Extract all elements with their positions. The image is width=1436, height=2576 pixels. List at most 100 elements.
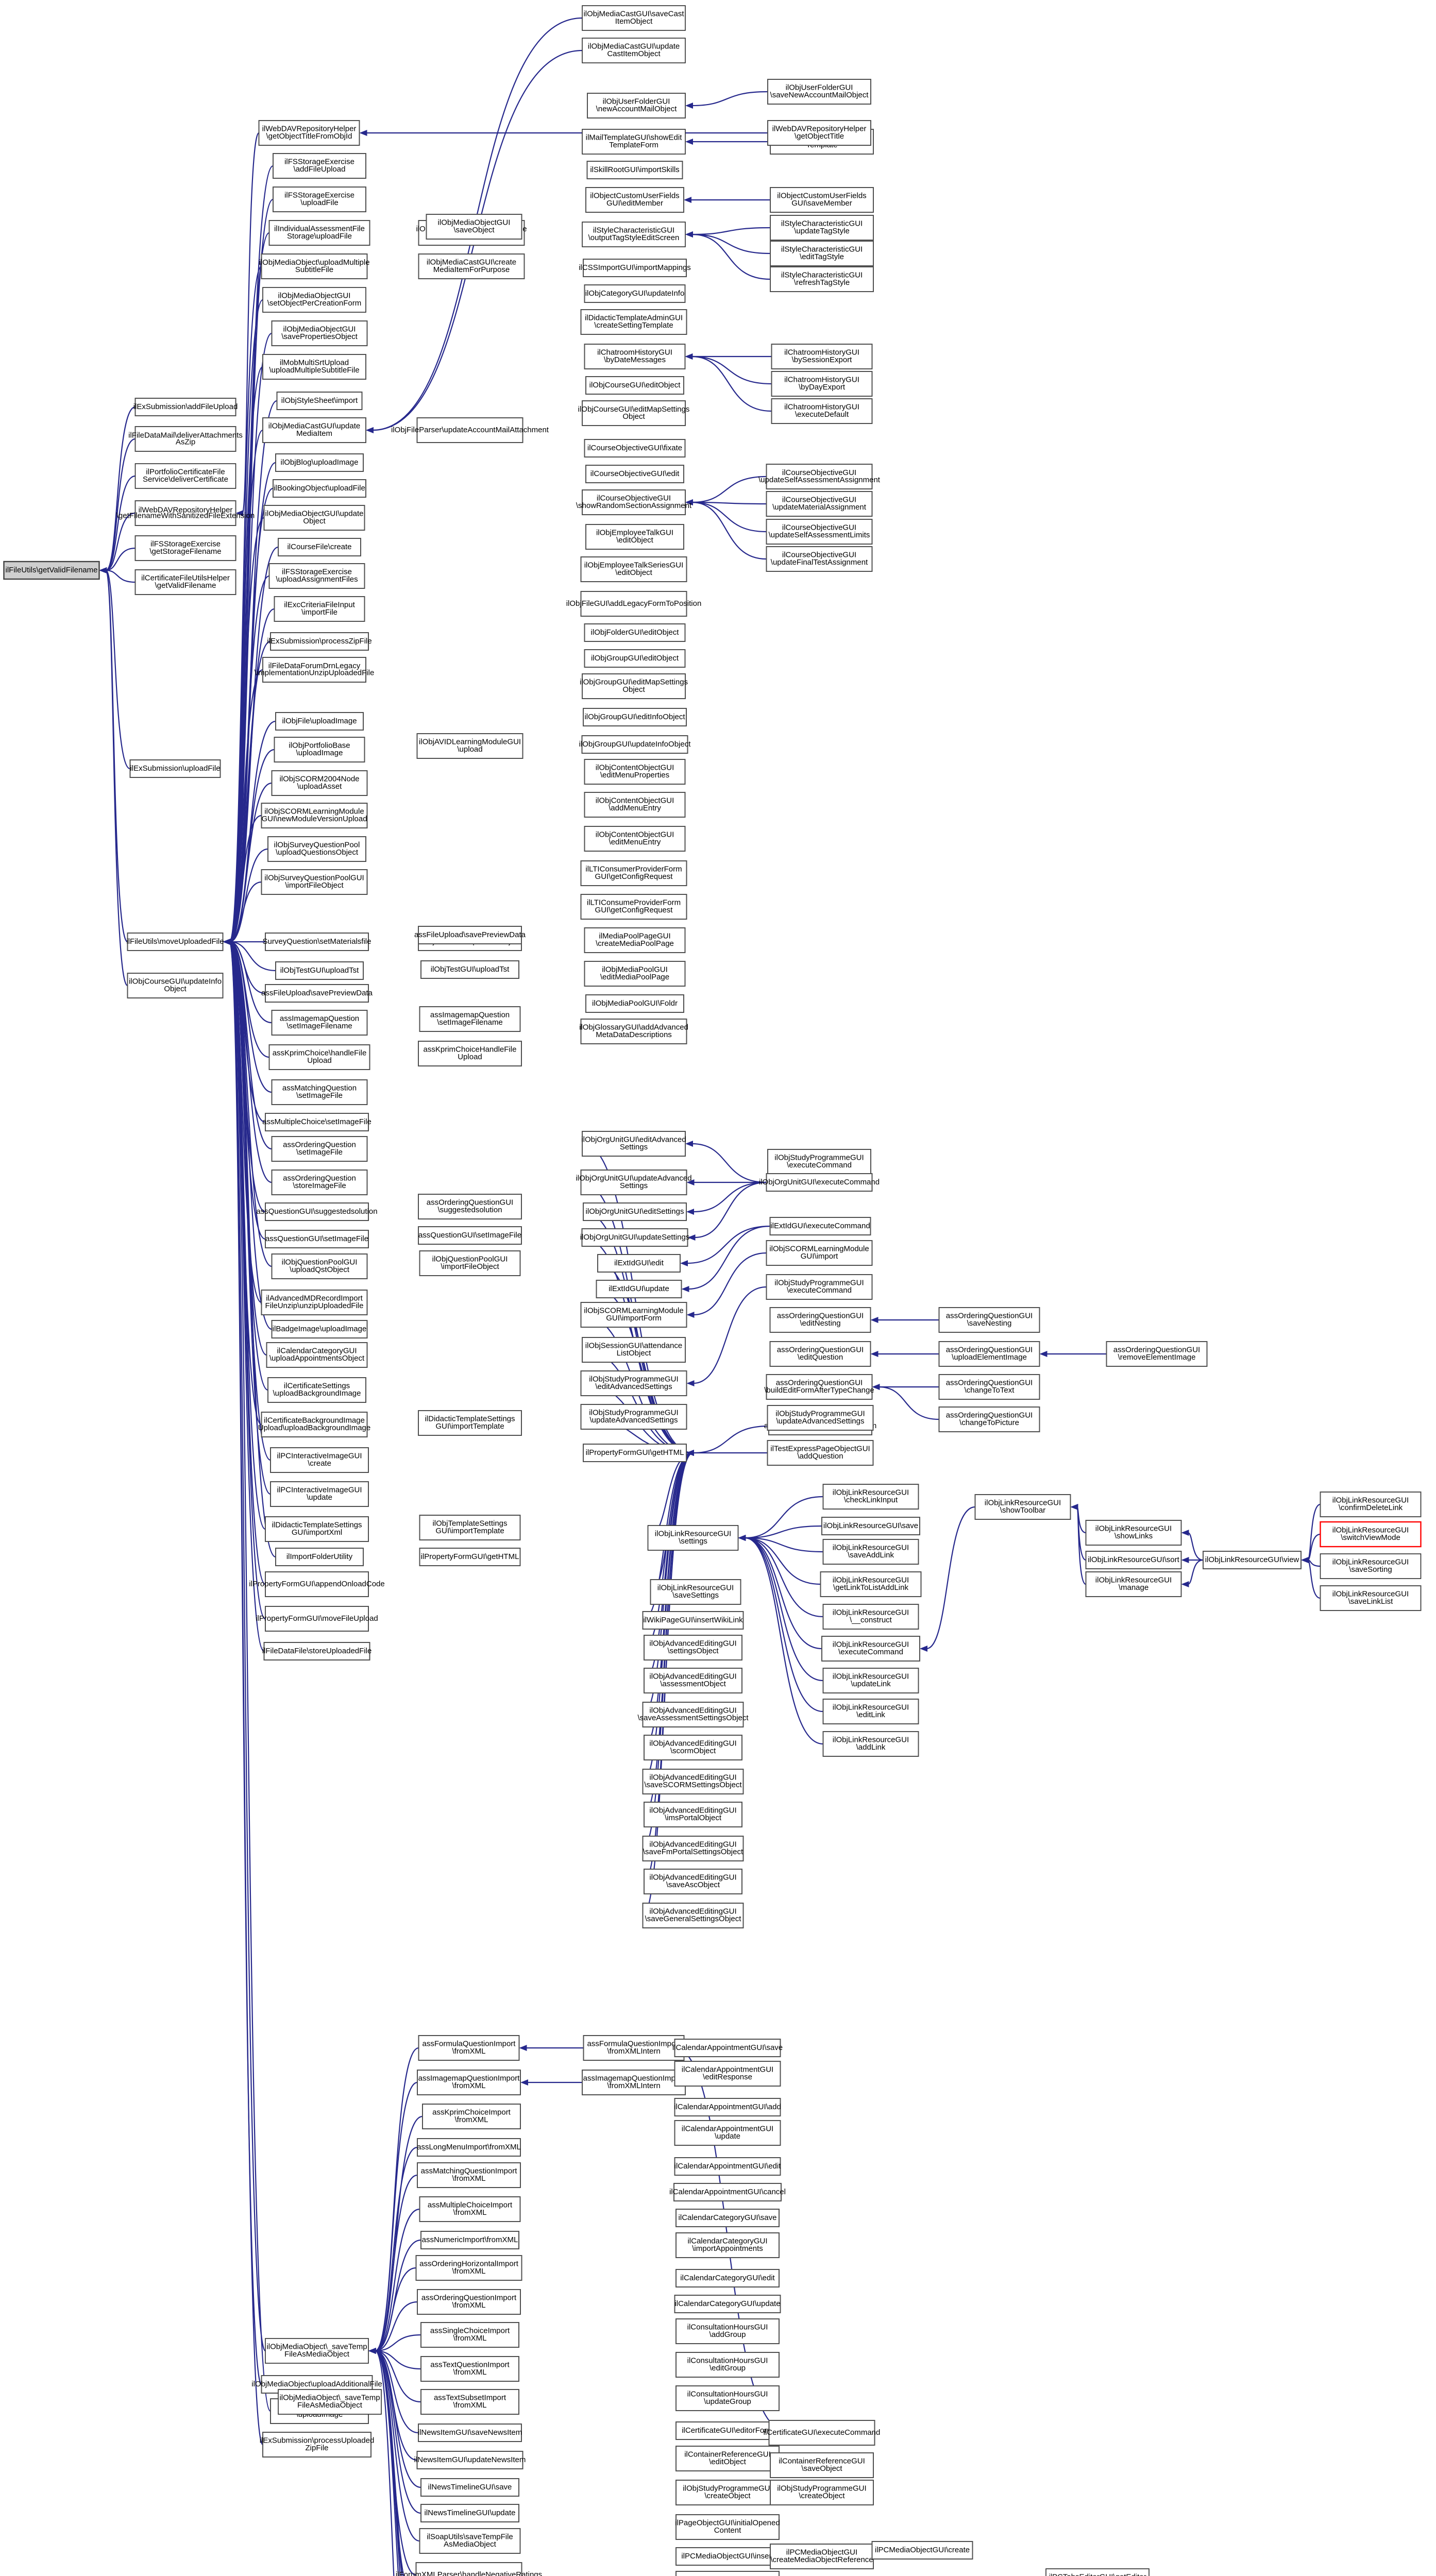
graph-node[interactable]: ilObjLinkResourceGUI\showToolbar [974,1494,1071,1520]
graph-node[interactable]: ilConsultationHoursGUI\addGroup [675,2318,780,2344]
graph-node[interactable]: ilObjAdvancedEditingGUI\saveAscObject [644,1869,742,1894]
graph-node[interactable]: ilWebDAVRepositoryHelper\getObjectTitle [767,120,871,146]
graph-node[interactable]: ilObjLinkResourceGUI\saveSorting [1320,1553,1422,1579]
graph-node[interactable]: ilObjSurveyQuestionPoolGUI\importFileObj… [261,869,368,895]
graph-node[interactable]: assImagemapQuestion\setImageFilename [271,1010,368,1036]
graph-node[interactable]: assNumericImport\fromXML [420,2231,519,2249]
graph-node[interactable]: assOrderingHorizontalImport\fromXML [415,2255,522,2281]
graph-node[interactable]: ilPCMediaObjectGUI\changeObjectReference [675,2571,780,2576]
graph-node[interactable]: ilCalendarAppointmentGUI\add [674,2098,781,2116]
graph-node[interactable]: assFormulaQuestionImport\fromXML [418,2035,520,2061]
graph-node[interactable]: assQuestionGUI\setImageFile [265,1230,369,1248]
graph-node[interactable]: ilObjCourseGUI\editObject [585,376,684,395]
graph-node[interactable]: ilCertificateSettings\uploadBackgroundIm… [267,1377,366,1403]
graph-node[interactable]: ilCourseObjectiveGUI\showRandomSectionAs… [576,489,692,515]
graph-node[interactable]: ilObjAdvancedEditingGUI\saveSCORMSetting… [642,1769,744,1794]
graph-node[interactable]: assOrderingQuestionImport\fromXML [417,2289,521,2315]
graph-node[interactable]: ilObjAdvancedEditingGUI\settingsObject [644,1635,742,1660]
graph-node[interactable]: ilObjStudyProgrammeGUI\executeCommand [766,1274,873,1300]
graph-node[interactable]: ilCalendarAppointmentGUI\save [672,2039,783,2057]
graph-node[interactable]: ilFSStorageExercise\getStorageFilename [134,535,236,561]
graph-node[interactable]: ilWebDAVRepositoryHelper\getFilenameWith… [116,500,255,526]
graph-node[interactable]: assOrderingQuestionGUI\editQuestion [769,1341,871,1367]
graph-node[interactable]: ilObjStudyProgrammeGUI\createObject [770,2480,874,2505]
graph-node[interactable]: assOrderingQuestionGUI\removeElementImag… [1106,1341,1208,1367]
graph-node[interactable]: ilObjLinkResourceGUI\showLinks [1085,1520,1182,1546]
graph-node[interactable]: ilExSubmission\uploadFile [129,759,221,778]
graph-node[interactable]: assMultipleChoiceImport\fromXML [419,2196,521,2222]
graph-node[interactable]: ilCourseFile\create [278,538,361,556]
graph-node[interactable]: ilPropertyFormGUI\getHTML [419,1548,521,1566]
graph-node[interactable]: ilObjQuestionPoolGUI\uploadQstObject [271,1253,368,1279]
graph-node[interactable]: ilExtIdGUI\executeCommand [769,1217,871,1235]
graph-node[interactable]: ilFileUtils\moveUploadedFile [126,933,224,951]
graph-node[interactable]: ilNewsTimelineGUI\update [420,2504,519,2522]
graph-node[interactable]: ilObjQuestionPoolGUI\importFileObject [419,1250,521,1276]
graph-node[interactable]: ilConsultationHoursGUI\editGroup [675,2352,780,2378]
graph-node[interactable]: ilCalendarCategoryGUI\edit [675,2269,780,2287]
graph-node[interactable]: ilObjLinkResourceGUI\save [821,1517,920,1535]
graph-node[interactable]: ilObjAdvancedEditingGUI\saveAssessmentSe… [637,1702,749,1727]
graph-node[interactable]: ilObjLinkResourceGUI\manage [1085,1571,1182,1597]
graph-node[interactable]: assFileUpload\savePreviewData [261,984,373,1003]
graph-node[interactable]: ilExSubmission\addFileUpload [133,398,238,416]
graph-node[interactable]: ilPCInteractiveImageGUI\update [270,1481,369,1507]
graph-node[interactable]: assImagemapQuestionImport\fromXML [417,2070,521,2095]
graph-node[interactable]: ilCourseObjectiveGUI\updateFinalTestAssi… [766,546,873,572]
graph-node[interactable]: ilObjMediaPoolGUI\editMediaPoolPage [584,961,686,987]
graph-node[interactable]: ilImportFolderUtility [275,1548,364,1566]
graph-node[interactable]: ilObjMediaObject\_saveTempFileAsMediaObj… [265,2338,369,2364]
graph-node[interactable]: assKprimChoiceImport\fromXML [422,2104,521,2129]
graph-node[interactable]: ilObjUserFolderGUI\saveNewAccountMailObj… [767,79,871,105]
graph-node[interactable]: ilObjOrgUnitGUI\updateAdvancedSettings [576,1170,692,1195]
graph-node[interactable]: ilObjAdvancedEditingGUI\assessmentObject [644,1668,742,1693]
graph-node[interactable]: ilBadgeImage\uploadImage [271,1320,368,1338]
graph-node[interactable]: ilObjLinkResourceGUI\view [1203,1551,1302,1569]
graph-node[interactable]: ilNewsTimelineGUI\save [420,2478,519,2497]
graph-node[interactable]: ilExSubmission\processZipFile [267,632,372,651]
graph-node[interactable]: ilObjLinkResourceGUI\checkLinkInput [822,1484,919,1510]
graph-node[interactable]: ilObjSurveyQuestionPool\uploadQuestionsO… [267,836,366,862]
graph-node[interactable]: ilContainerReferenceGUI\editObject [675,2446,780,2471]
graph-node[interactable]: assOrderingQuestionGUI\saveNesting [938,1307,1040,1333]
graph-node[interactable]: ilCalendarAppointmentGUI\editResponse [674,2061,781,2087]
graph-node[interactable]: ilObjFolderGUI\editObject [584,623,686,642]
graph-node[interactable]: ilFSStorageExercise\uploadFile [273,187,366,212]
graph-node[interactable]: assMatchingQuestionImport\fromXML [417,2162,521,2188]
graph-node[interactable]: ilCertificateGUI\executeCommand [764,2420,881,2446]
graph-node[interactable]: ilObjLinkResourceGUI\confirmDeleteLink [1320,1492,1422,1517]
graph-node[interactable]: ilObjMediaObjectGUI\saveObject [426,214,522,240]
graph-node[interactable]: SurveyQuestion\setMaterialsfile [263,933,371,951]
graph-node[interactable]: ilPCInteractiveImageGUI\create [270,1447,369,1473]
graph-node[interactable]: ilCalendarCategoryGUI\importAppointments [675,2232,780,2258]
graph-node[interactable]: ilFSStorageExercise\addFileUpload [273,153,366,179]
graph-node[interactable]: ilPCMediaObjectGUI\createMediaObjectRefe… [770,2544,874,2569]
graph-node[interactable]: ilCalendarCategoryGUI\update [674,2295,781,2313]
graph-node[interactable]: ilCertificateFileUtilsHelper\getValidFil… [134,569,236,595]
graph-node[interactable]: ilObjMediaObjectGUI\savePropertiesObject [271,320,368,346]
graph-node[interactable]: ilCourseObjectiveGUI\updateSelfAssessmen… [766,519,873,545]
graph-node[interactable]: ilObjFile\uploadImage [275,712,364,731]
graph-node[interactable]: assOrderingQuestionGUI\changeToPicture [938,1406,1040,1432]
graph-node[interactable]: ilCalendarCategoryGUI\save [675,2209,780,2227]
graph-node[interactable]: ilObjStudyProgrammeGUI\updateAdvancedSet… [767,1405,874,1431]
graph-node[interactable]: ilObjFileParser\updateAccountMailAttachm… [391,417,549,443]
graph-node[interactable]: ilLTIConsumerProviderFormGUI\getConfigRe… [580,860,687,886]
graph-node[interactable]: ilWebDAVRepositoryHelper\getObjectTitleF… [258,120,360,146]
graph-node[interactable]: ilFileDataForumDrnLegacy\implementationU… [255,657,375,683]
graph-node[interactable]: ilObjBlog\uploadImage [275,453,364,472]
graph-node[interactable]: ilObjStudyProgrammeGUI\createObject [675,2480,780,2505]
graph-node[interactable]: ilCourseObjectiveGUI\edit [585,465,684,483]
graph-node[interactable]: assOrderingQuestionGUI\changeToText [938,1374,1040,1400]
graph-node[interactable]: ilFSStorageExercise\uploadAssignmentFile… [268,563,365,589]
graph-node[interactable]: ilObjStyleSheet\import [276,392,363,410]
